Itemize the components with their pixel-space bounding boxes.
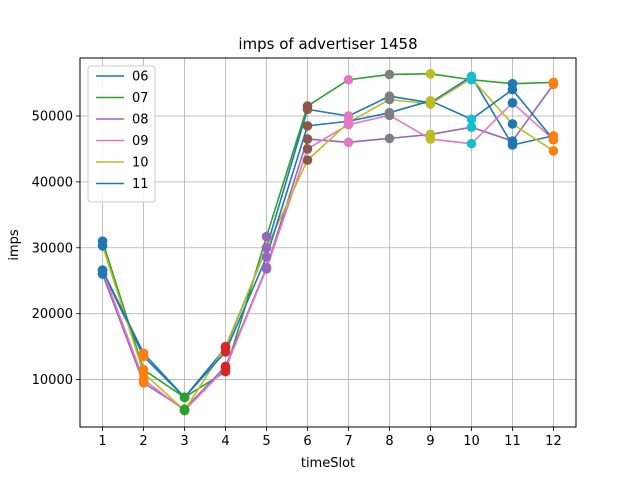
data-point (261, 252, 272, 262)
legend-label: 09 (132, 134, 149, 149)
data-point (343, 137, 354, 148)
x-tick-label: 5 (262, 434, 270, 449)
x-tick-label: 12 (545, 434, 562, 449)
data-point (507, 119, 518, 129)
data-point (466, 114, 477, 125)
data-point (220, 363, 231, 374)
data-point (302, 134, 313, 144)
data-point (384, 107, 395, 118)
legend-label: 11 (132, 177, 149, 192)
x-axis-label: timeSlot (301, 456, 355, 471)
data-point (507, 136, 518, 146)
data-point (138, 374, 149, 385)
data-point (548, 79, 559, 90)
x-tick-label: 1 (98, 434, 106, 449)
series-line-11 (101, 88, 555, 399)
series-points (97, 69, 559, 416)
x-tick-label: 4 (221, 434, 229, 449)
x-tick-label: 7 (344, 434, 352, 449)
data-point (97, 265, 108, 275)
x-tick-label: 3 (180, 434, 188, 449)
x-tick-label: 11 (504, 434, 521, 449)
legend-label: 06 (132, 70, 149, 85)
y-tick-label: 10000 (32, 373, 73, 388)
y-tick-label: 50000 (32, 109, 73, 124)
data-point (302, 155, 313, 165)
data-point (466, 122, 477, 132)
series-line-09 (101, 102, 554, 412)
data-point (179, 392, 190, 403)
data-point (261, 242, 272, 253)
x-tick-label: 6 (303, 434, 311, 449)
data-point (302, 121, 313, 131)
data-point (343, 116, 354, 127)
data-point (302, 144, 313, 154)
data-point (220, 347, 231, 357)
legend-label: 08 (132, 113, 149, 128)
data-point (138, 348, 149, 359)
legend-label: 10 (132, 156, 149, 171)
x-tick-label: 8 (385, 434, 393, 449)
chart-title: imps of advertiser 1458 (238, 35, 417, 53)
data-point (138, 368, 149, 378)
data-point (343, 74, 354, 85)
x-tick-label: 9 (426, 434, 434, 449)
data-point (425, 134, 436, 144)
data-point (507, 84, 518, 95)
legend-label: 07 (132, 91, 149, 106)
series-line-07 (101, 73, 554, 399)
data-point (425, 96, 436, 106)
data-point (302, 101, 313, 111)
series-lines (101, 73, 555, 412)
series-line-10 (101, 77, 554, 412)
y-axis-label: imps (7, 229, 22, 261)
data-point (384, 94, 395, 105)
plot-frame (79, 57, 577, 428)
data-point (179, 405, 190, 416)
data-point (507, 98, 518, 108)
y-tick-label: 40000 (32, 175, 73, 190)
x-tick-label: 2 (139, 434, 147, 449)
data-point (425, 69, 436, 79)
data-point (384, 69, 395, 80)
legend: 06 07 08 09 10 11 (87, 65, 156, 203)
data-point (97, 240, 108, 251)
y-tick-label: 30000 (32, 241, 73, 256)
y-tick-label: 20000 (32, 307, 73, 322)
legend-box (87, 65, 156, 203)
data-point (384, 133, 395, 144)
data-point (466, 138, 477, 149)
data-point (261, 264, 272, 274)
data-point (548, 134, 559, 145)
data-point (466, 73, 477, 84)
data-point (261, 231, 272, 242)
x-tick-label: 10 (463, 434, 480, 449)
data-point (548, 146, 559, 156)
